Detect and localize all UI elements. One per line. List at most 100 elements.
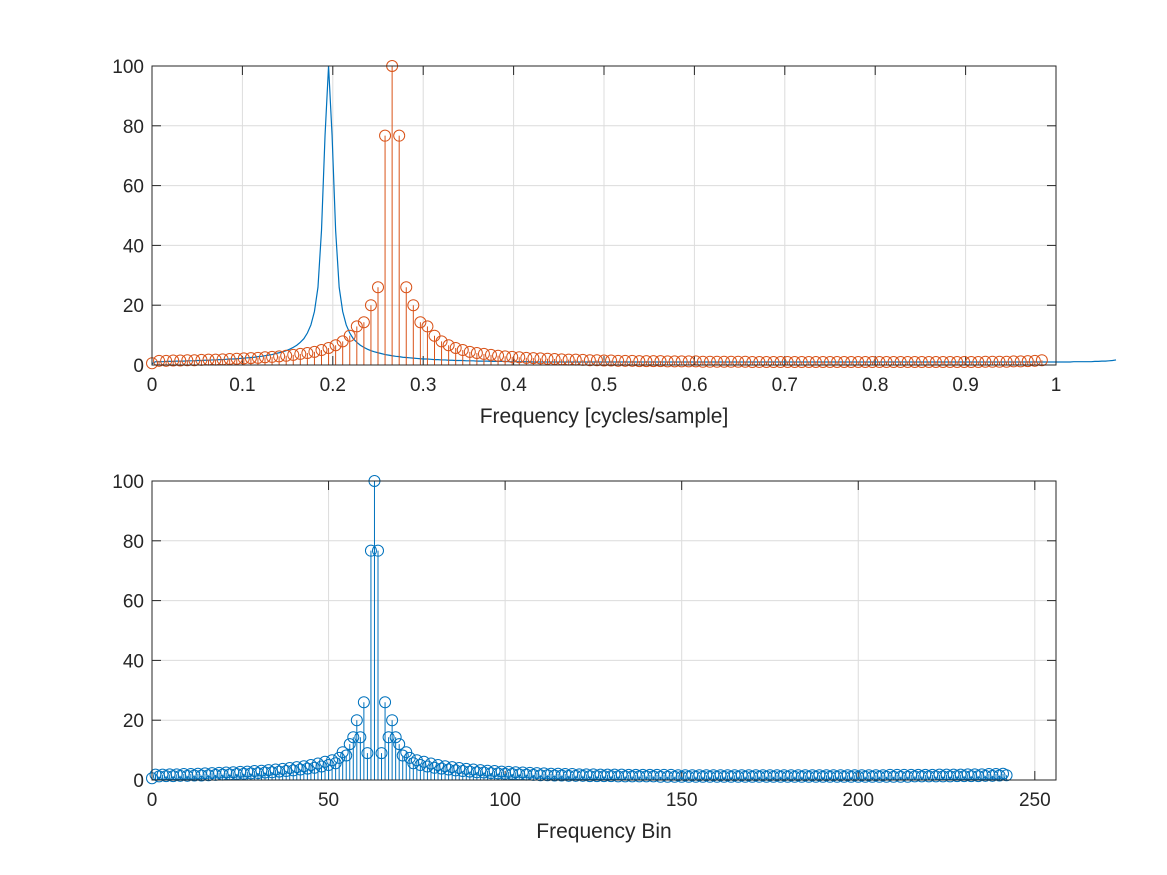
x-tick-label: 0.5 — [591, 375, 617, 396]
stem-marker — [453, 762, 466, 775]
stem-marker — [421, 320, 434, 333]
axes-box — [151, 65, 1057, 366]
stem-marker — [894, 356, 907, 369]
stem-marker — [626, 354, 639, 367]
stem-marker — [167, 354, 180, 367]
x-tick-label: 1 — [1051, 375, 1062, 396]
stem-marker — [979, 355, 992, 368]
stem-marker — [845, 356, 858, 369]
stem-marker — [675, 355, 688, 368]
stem-marker — [958, 356, 971, 369]
stem-marker — [915, 356, 928, 369]
series-1 — [146, 60, 1048, 370]
y-tick-label: 80 — [123, 532, 144, 553]
stem-marker — [852, 356, 865, 369]
stem-marker — [439, 760, 452, 773]
stem-marker — [831, 356, 844, 369]
stem-marker — [389, 731, 402, 744]
stem-marker — [424, 757, 437, 770]
stem-marker — [492, 349, 505, 362]
stem-marker — [944, 356, 957, 369]
x-tick-label: 100 — [489, 790, 521, 811]
series-0 — [146, 475, 1013, 785]
stem-marker — [506, 350, 519, 363]
stem-marker — [788, 356, 801, 369]
stem-marker — [859, 356, 872, 369]
stem-marker — [986, 355, 999, 368]
x-axis-label: Frequency [cycles/sample] — [480, 405, 729, 428]
stem-marker — [612, 354, 625, 367]
stem-marker — [1014, 355, 1027, 368]
x-tick-label: 0.7 — [772, 375, 798, 396]
stem-marker — [477, 347, 490, 360]
y-tick-label: 40 — [123, 651, 144, 672]
stem-marker — [654, 355, 667, 368]
stem-marker — [781, 356, 794, 369]
stem-marker — [520, 351, 533, 364]
stem-marker — [534, 352, 547, 365]
stem-marker — [598, 354, 610, 367]
x-tick-label: 0.1 — [229, 375, 255, 396]
y-tick-label: 0 — [133, 771, 144, 792]
stem-marker — [619, 354, 632, 367]
stem-marker — [824, 356, 836, 369]
stem-marker — [280, 349, 293, 362]
stem-marker — [266, 350, 279, 363]
stem-marker — [350, 320, 363, 333]
stem-marker — [315, 344, 328, 357]
stem-marker — [181, 354, 194, 367]
stem-marker — [527, 352, 540, 365]
stem-marker — [951, 356, 964, 369]
stem-marker — [361, 747, 374, 760]
stem-marker — [393, 738, 406, 751]
stem-marker — [357, 316, 370, 329]
stem-marker — [442, 339, 455, 352]
stem-marker — [446, 761, 459, 774]
stem-marker — [929, 356, 942, 369]
stem-marker — [230, 352, 243, 365]
stem-marker — [379, 696, 392, 709]
y-tick-label: 100 — [112, 57, 144, 78]
stem-marker — [347, 731, 360, 744]
stem-marker — [513, 351, 526, 364]
stem-marker — [460, 762, 473, 775]
stem-marker — [703, 355, 716, 368]
y-tick-label: 20 — [123, 296, 144, 317]
stem-marker — [838, 356, 851, 369]
stem-marker — [364, 299, 377, 312]
stem-marker — [153, 354, 166, 367]
stem-marker — [301, 347, 314, 360]
stem-marker — [336, 746, 349, 759]
x-tick-label: 0 — [147, 375, 158, 396]
stem-marker — [174, 354, 187, 367]
stem-marker — [583, 354, 596, 367]
x-tick-label: 0.6 — [681, 375, 707, 396]
stem-marker — [647, 355, 660, 368]
stem-marker — [499, 350, 512, 363]
stem-marker — [696, 355, 709, 368]
stem-marker — [308, 345, 321, 358]
stem-marker — [689, 355, 702, 368]
stem-marker — [633, 355, 646, 368]
stem-marker — [590, 354, 603, 367]
stem-marker — [343, 329, 356, 342]
stem-marker — [463, 345, 476, 358]
stem-marker — [866, 356, 879, 369]
stem-marker — [379, 129, 392, 142]
y-tick-label: 100 — [112, 472, 144, 493]
stem-marker — [993, 355, 1006, 368]
stem-marker — [541, 352, 554, 365]
stem-marker — [350, 714, 363, 727]
stem-marker — [449, 341, 462, 354]
x-tick-label: 0.4 — [500, 375, 527, 396]
stem-marker — [287, 348, 300, 361]
stem-marker — [237, 352, 250, 365]
stem-marker — [922, 356, 935, 369]
top-frequency-plot: 0 0.1 0.2 0.3 0.4 0.5 0.6 0.7 0.8 0.9 1 0 20 40 60 80 10… — [112, 57, 1117, 428]
stem-marker — [682, 355, 695, 368]
stem-marker — [901, 356, 914, 369]
stem-marker — [364, 544, 377, 557]
stem-marker — [294, 763, 307, 776]
y-tick-label: 60 — [123, 177, 144, 198]
